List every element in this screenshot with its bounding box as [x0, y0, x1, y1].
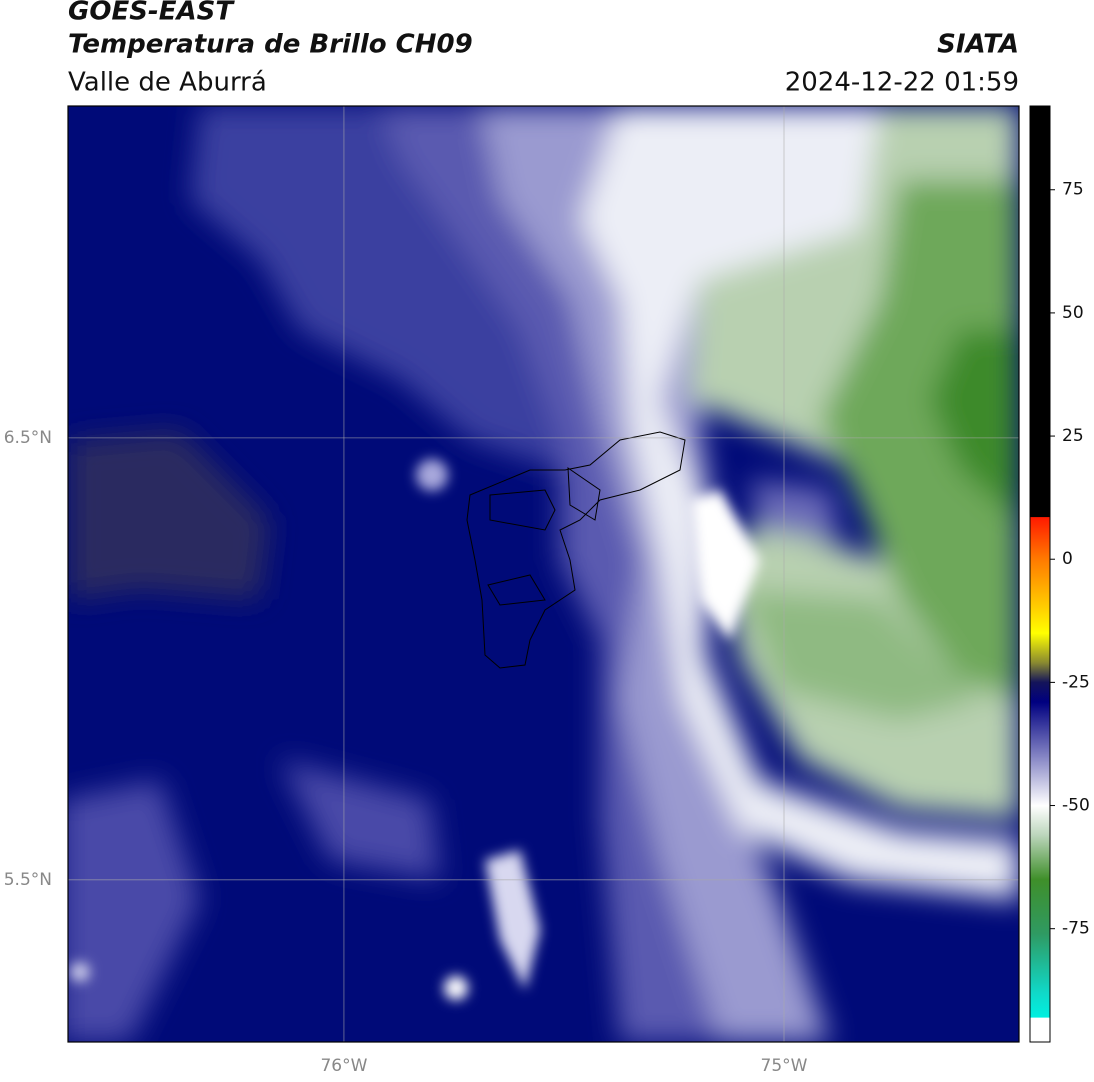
lon-tick-label: 76°W	[320, 1056, 367, 1076]
colorbar-tick-label: 50	[1062, 303, 1084, 323]
satellite: GOES-EAST	[68, 0, 235, 27]
lat-tick-label: 5.5°N	[4, 870, 52, 890]
product: Temperatura de Brillo CH09	[68, 30, 473, 60]
source: SIATA	[937, 30, 1019, 60]
colorbar-tick-label: 75	[1062, 180, 1084, 200]
municipal-boundaries	[466, 431, 686, 669]
colorbar-tick-label: -75	[1062, 919, 1090, 939]
region: Valle de Aburrá	[68, 68, 267, 98]
colorbar	[1029, 105, 1051, 1043]
map-frame	[67, 105, 1020, 1043]
colorbar-tick-label: 25	[1062, 426, 1084, 446]
lat-tick-label: 6.5°N	[4, 428, 52, 448]
datetime: 2024-12-22 01:59	[785, 68, 1019, 98]
colorbar-tick-label: -50	[1062, 796, 1090, 816]
colorbar-tick-label: -25	[1062, 672, 1090, 692]
satellite-field	[68, 106, 1019, 1042]
colorbar-tick-label: 0	[1062, 549, 1073, 569]
lon-tick-label: 75°W	[761, 1056, 808, 1076]
